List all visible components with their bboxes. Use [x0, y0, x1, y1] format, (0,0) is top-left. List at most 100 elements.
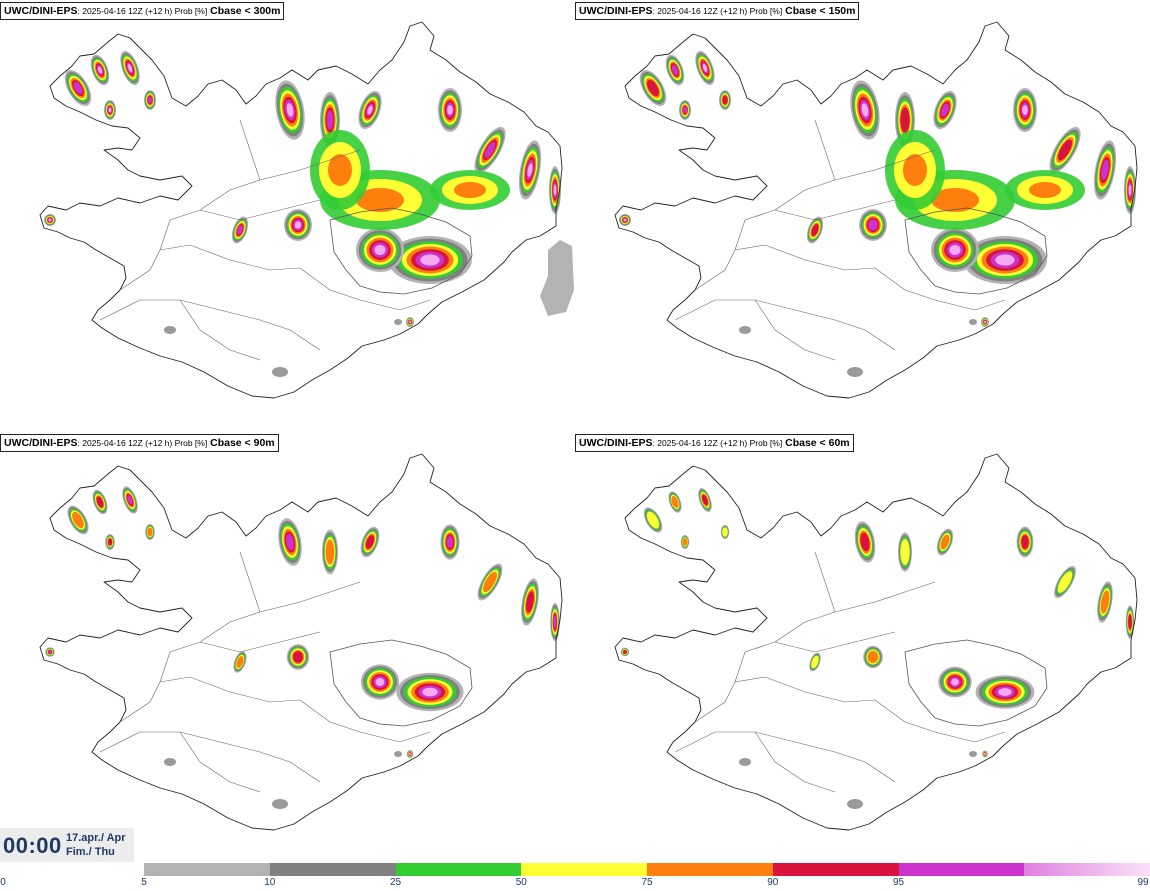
- colorbar-segment: [269, 863, 396, 876]
- probability-contour: [1128, 184, 1132, 196]
- probability-contour: [722, 527, 728, 537]
- road-network: [674, 551, 1006, 793]
- panel-title: UWC/DINI-EPS: 2025-04-16 12Z (+12 h) Pro…: [575, 2, 860, 20]
- road-network: [99, 551, 431, 793]
- lake: [272, 367, 288, 377]
- model-name: UWC/DINI-EPS: [4, 5, 78, 17]
- probability-contour: [701, 494, 709, 506]
- map-panel-60m: UWC/DINI-EPS: 2025-04-16 12Z (+12 h) Pro…: [575, 432, 1150, 864]
- probability-contour: [326, 110, 334, 130]
- probability-contour: [127, 495, 133, 505]
- probability-contour: [328, 154, 352, 186]
- probability-contour: [722, 95, 728, 105]
- colorbar-segment: [395, 863, 522, 876]
- probability-contour: [671, 64, 679, 76]
- road: [734, 631, 896, 683]
- coastline: [614, 21, 1138, 399]
- model-name: UWC/DINI-EPS: [579, 437, 653, 449]
- probability-contour: [949, 244, 961, 256]
- colorbar-tick-label: 95: [892, 877, 905, 888]
- road: [99, 299, 321, 351]
- lake: [164, 326, 176, 334]
- probability-contour: [72, 511, 84, 529]
- probability-contour: [1057, 139, 1073, 161]
- lake: [739, 326, 751, 334]
- probability-contour: [97, 66, 103, 74]
- run-meta: : 2025-04-16 12Z (+12 h) Prob [%]: [652, 6, 783, 16]
- probability-contour: [1022, 104, 1028, 116]
- probability-contour: [1128, 614, 1132, 630]
- probability-contour: [447, 104, 453, 116]
- probability-contour: [951, 678, 959, 686]
- probability-contour: [940, 534, 950, 550]
- probability-field: [45, 486, 560, 758]
- run-meta: : 2025-04-16 12Z (+12 h) Prob [%]: [77, 438, 208, 448]
- probability-contour: [998, 688, 1012, 696]
- road: [674, 731, 896, 783]
- road: [299, 267, 431, 311]
- lake: [394, 751, 402, 757]
- map-panel-150m: UWC/DINI-EPS: 2025-04-16 12Z (+12 h) Pro…: [575, 0, 1150, 432]
- probability-contour: [702, 64, 708, 72]
- lake: [164, 758, 176, 766]
- probability-contour: [867, 650, 879, 664]
- probability-contour: [525, 591, 535, 613]
- map-panel-90m: UWC/DINI-EPS: 2025-04-16 12Z (+12 h) Pro…: [0, 432, 575, 864]
- road: [774, 581, 936, 643]
- probability-contour: [527, 163, 533, 177]
- probability-contour: [356, 188, 404, 212]
- colorbar-tick-label: 5: [141, 877, 147, 888]
- probability-contour: [553, 184, 557, 196]
- coastline: [39, 21, 563, 399]
- colorbar-tick-label: 99: [1137, 877, 1149, 888]
- colorbar-segment: [772, 863, 899, 876]
- glacier-outline: [329, 639, 473, 727]
- iceland-map: [39, 21, 574, 399]
- colorbar-tick-label: 25: [389, 877, 402, 888]
- valid-time-clock: 00:00: [3, 833, 62, 858]
- panel-title: UWC/DINI-EPS: 2025-04-16 12Z (+12 h) Pro…: [575, 434, 854, 452]
- probability-contour: [48, 218, 52, 222]
- road: [814, 119, 836, 181]
- road: [239, 551, 261, 613]
- coastline: [614, 453, 1138, 831]
- probability-contour: [374, 244, 386, 256]
- probability-contour: [294, 221, 302, 229]
- probability-contour: [375, 677, 385, 687]
- road: [179, 731, 261, 793]
- probability-contour: [995, 254, 1015, 266]
- road: [774, 149, 936, 211]
- colorbar-tick-label: 0: [0, 877, 6, 888]
- probability-field: [620, 488, 1135, 758]
- probability-contour: [682, 106, 688, 114]
- probability-contour: [422, 687, 438, 697]
- model-name: UWC/DINI-EPS: [4, 437, 78, 449]
- road: [874, 699, 1006, 743]
- probability-contour: [484, 142, 496, 158]
- probability-contour: [553, 615, 557, 629]
- panel-title: UWC/DINI-EPS: 2025-04-16 12Z (+12 h) Pro…: [0, 2, 285, 20]
- probability-contour: [623, 650, 627, 654]
- map-panel-300m: UWC/DINI-EPS: 2025-04-16 12Z (+12 h) Pro…: [0, 0, 575, 432]
- road: [694, 244, 876, 291]
- probability-contour: [237, 225, 243, 235]
- run-meta: : 2025-04-16 12Z (+12 h) Prob [%]: [652, 438, 783, 448]
- day-line: Fim./ Thu: [66, 846, 115, 858]
- valid-time-box: 00:00 17.apr./ Apr Fim./ Thu: [0, 828, 134, 862]
- probability-field: [619, 50, 1136, 327]
- probability-contour: [1029, 182, 1061, 198]
- probability-contour: [420, 254, 440, 266]
- probability-contour: [647, 79, 659, 97]
- iceland-map: [614, 21, 1138, 399]
- probability-contour: [623, 218, 627, 222]
- probability-contour: [900, 107, 910, 133]
- threshold-label: Cbase < 60m: [785, 437, 850, 449]
- coastline: [39, 453, 563, 831]
- probability-contour: [48, 650, 52, 654]
- probability-contour: [409, 753, 411, 755]
- road-network: [674, 119, 1006, 361]
- road: [754, 731, 836, 793]
- probability-contour: [682, 538, 688, 546]
- probability-contour: [903, 154, 927, 186]
- probability-contour: [409, 320, 411, 324]
